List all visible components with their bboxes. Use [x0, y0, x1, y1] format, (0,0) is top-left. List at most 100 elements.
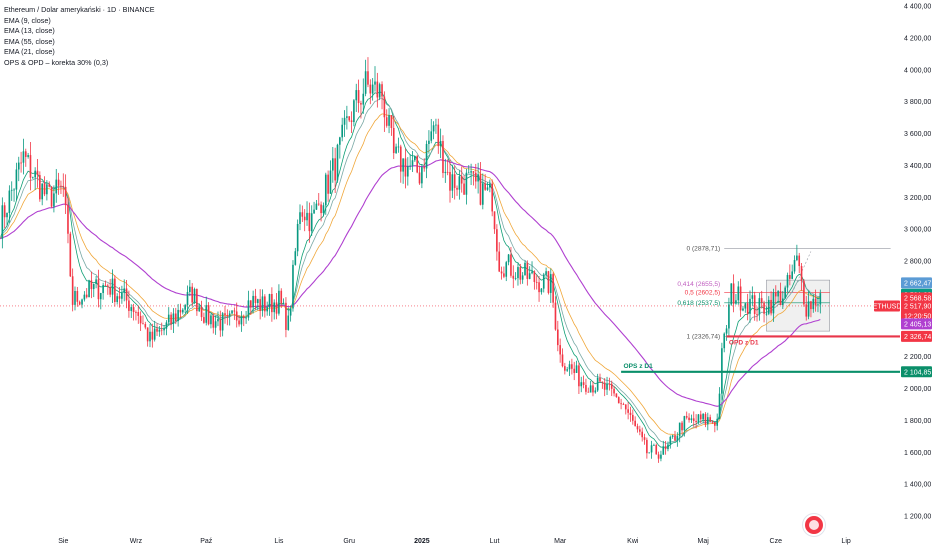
candle-body	[210, 315, 212, 325]
legend-indicator-ops-opd[interactable]: OPS & OPD – korekta 30% (0,3)	[4, 57, 109, 67]
candle-body	[533, 271, 536, 282]
time-axis[interactable]: Sie Wrz Paź Lis Gru 2025 Lut Mar Kwi Maj Cze Lip	[58, 538, 851, 545]
candle-body	[214, 321, 217, 328]
candle-body	[446, 171, 449, 173]
candle-body	[308, 212, 311, 232]
candle-body	[200, 307, 203, 318]
price-tag-text: 2 517,90	[904, 303, 931, 310]
candle-body	[1, 205, 4, 239]
y-tick-label: 3 600,00	[904, 131, 931, 138]
legend-indicator-ema9[interactable]: EMA (9, close)	[4, 15, 51, 25]
fib-retracement[interactable]: 0 (2878,71) 0,5 (2602,5) 0,618 (2537,5) 1 (…	[677, 245, 891, 340]
legend-indicator-ema13[interactable]: EMA (13, close)	[4, 26, 55, 36]
candle-body	[486, 187, 489, 190]
candle-body	[793, 260, 796, 272]
x-tick-label: Lut	[490, 538, 500, 545]
candle-body	[343, 117, 346, 125]
candle-body	[789, 275, 791, 279]
candle-body	[735, 300, 737, 304]
y-tick-label: 3 000,00	[904, 227, 931, 234]
candle-body	[76, 290, 79, 302]
candle-body	[264, 296, 266, 312]
candle-body	[568, 364, 571, 370]
candle-body	[519, 267, 522, 280]
candle-body	[6, 212, 8, 218]
candle-body	[627, 409, 629, 413]
legend-indicator-ema55[interactable]: EMA (55, close)	[4, 36, 55, 46]
legend-title[interactable]: Ethereum / Dolar amerykański · 1D · BINA…	[4, 5, 155, 14]
candle-body	[477, 174, 479, 182]
candle-body	[378, 84, 381, 98]
tradingview-logo-icon[interactable]	[803, 514, 825, 536]
candle-body	[458, 176, 461, 190]
candle-body	[774, 292, 777, 297]
candle-body	[27, 155, 29, 157]
candle-body	[474, 172, 477, 182]
price-tag	[901, 277, 932, 289]
candle-body	[669, 436, 672, 445]
candle-body	[81, 299, 83, 305]
candle-body	[144, 324, 147, 328]
candle-body	[67, 205, 69, 234]
legend-indicator-ema21[interactable]: EMA (21, close)	[4, 47, 55, 57]
candle-body	[219, 319, 222, 331]
candle-body	[83, 294, 86, 300]
candle-body	[376, 81, 379, 98]
candle-body	[444, 171, 447, 174]
candle-body	[803, 280, 805, 305]
candle-body	[99, 293, 102, 300]
candle-body	[639, 429, 641, 432]
candle-body	[31, 177, 34, 179]
price-tag-text: 2 104,85	[904, 369, 931, 376]
candle-body	[573, 368, 576, 373]
candle-body	[139, 315, 142, 324]
candle-body	[259, 299, 261, 311]
candle-body	[435, 124, 437, 126]
candle-body	[610, 383, 613, 389]
candle-body	[303, 216, 306, 221]
candle-body	[730, 283, 733, 305]
fib-level-label: 0,5 (2602,5)	[685, 289, 721, 296]
candle-body	[732, 283, 735, 304]
candle-body	[521, 275, 524, 280]
candle-body	[357, 90, 360, 104]
candle-body	[681, 422, 683, 431]
x-tick-label: Sie	[58, 538, 68, 545]
candle-body	[128, 300, 130, 311]
candle-body	[439, 141, 442, 147]
candle-body	[716, 418, 719, 426]
candle-body	[381, 84, 383, 97]
candle-body	[660, 454, 662, 459]
candle-body	[646, 439, 648, 454]
price-axis[interactable]: 4 400,00 4 200,00 4 000,00 3 800,00 3 600,00…	[904, 4, 931, 521]
candle-body	[22, 151, 25, 163]
candle-body	[414, 156, 416, 161]
candle-body	[791, 271, 794, 279]
candle-body	[231, 310, 233, 314]
candle-body	[60, 185, 62, 187]
candle-body	[392, 127, 395, 154]
candle-body	[20, 162, 22, 164]
candle-body	[111, 278, 114, 295]
y-tick-label: 3 800,00	[904, 99, 931, 106]
candle-body	[371, 84, 374, 94]
ema-line-21	[0, 113, 821, 436]
candle-body	[449, 172, 451, 191]
candle-body	[137, 312, 140, 316]
candle-body	[650, 445, 653, 453]
candle-body	[334, 158, 336, 181]
candle-body	[106, 285, 109, 287]
candle-body	[294, 251, 297, 265]
candle-body	[64, 186, 67, 206]
candle-body	[149, 331, 151, 342]
candle-body	[189, 286, 191, 293]
candle-body	[559, 345, 561, 355]
candle-body	[74, 290, 76, 305]
candle-body	[517, 267, 519, 279]
candle-body	[601, 381, 604, 383]
candle-body	[8, 190, 11, 213]
y-tick-label: 4 400,00	[904, 4, 931, 11]
